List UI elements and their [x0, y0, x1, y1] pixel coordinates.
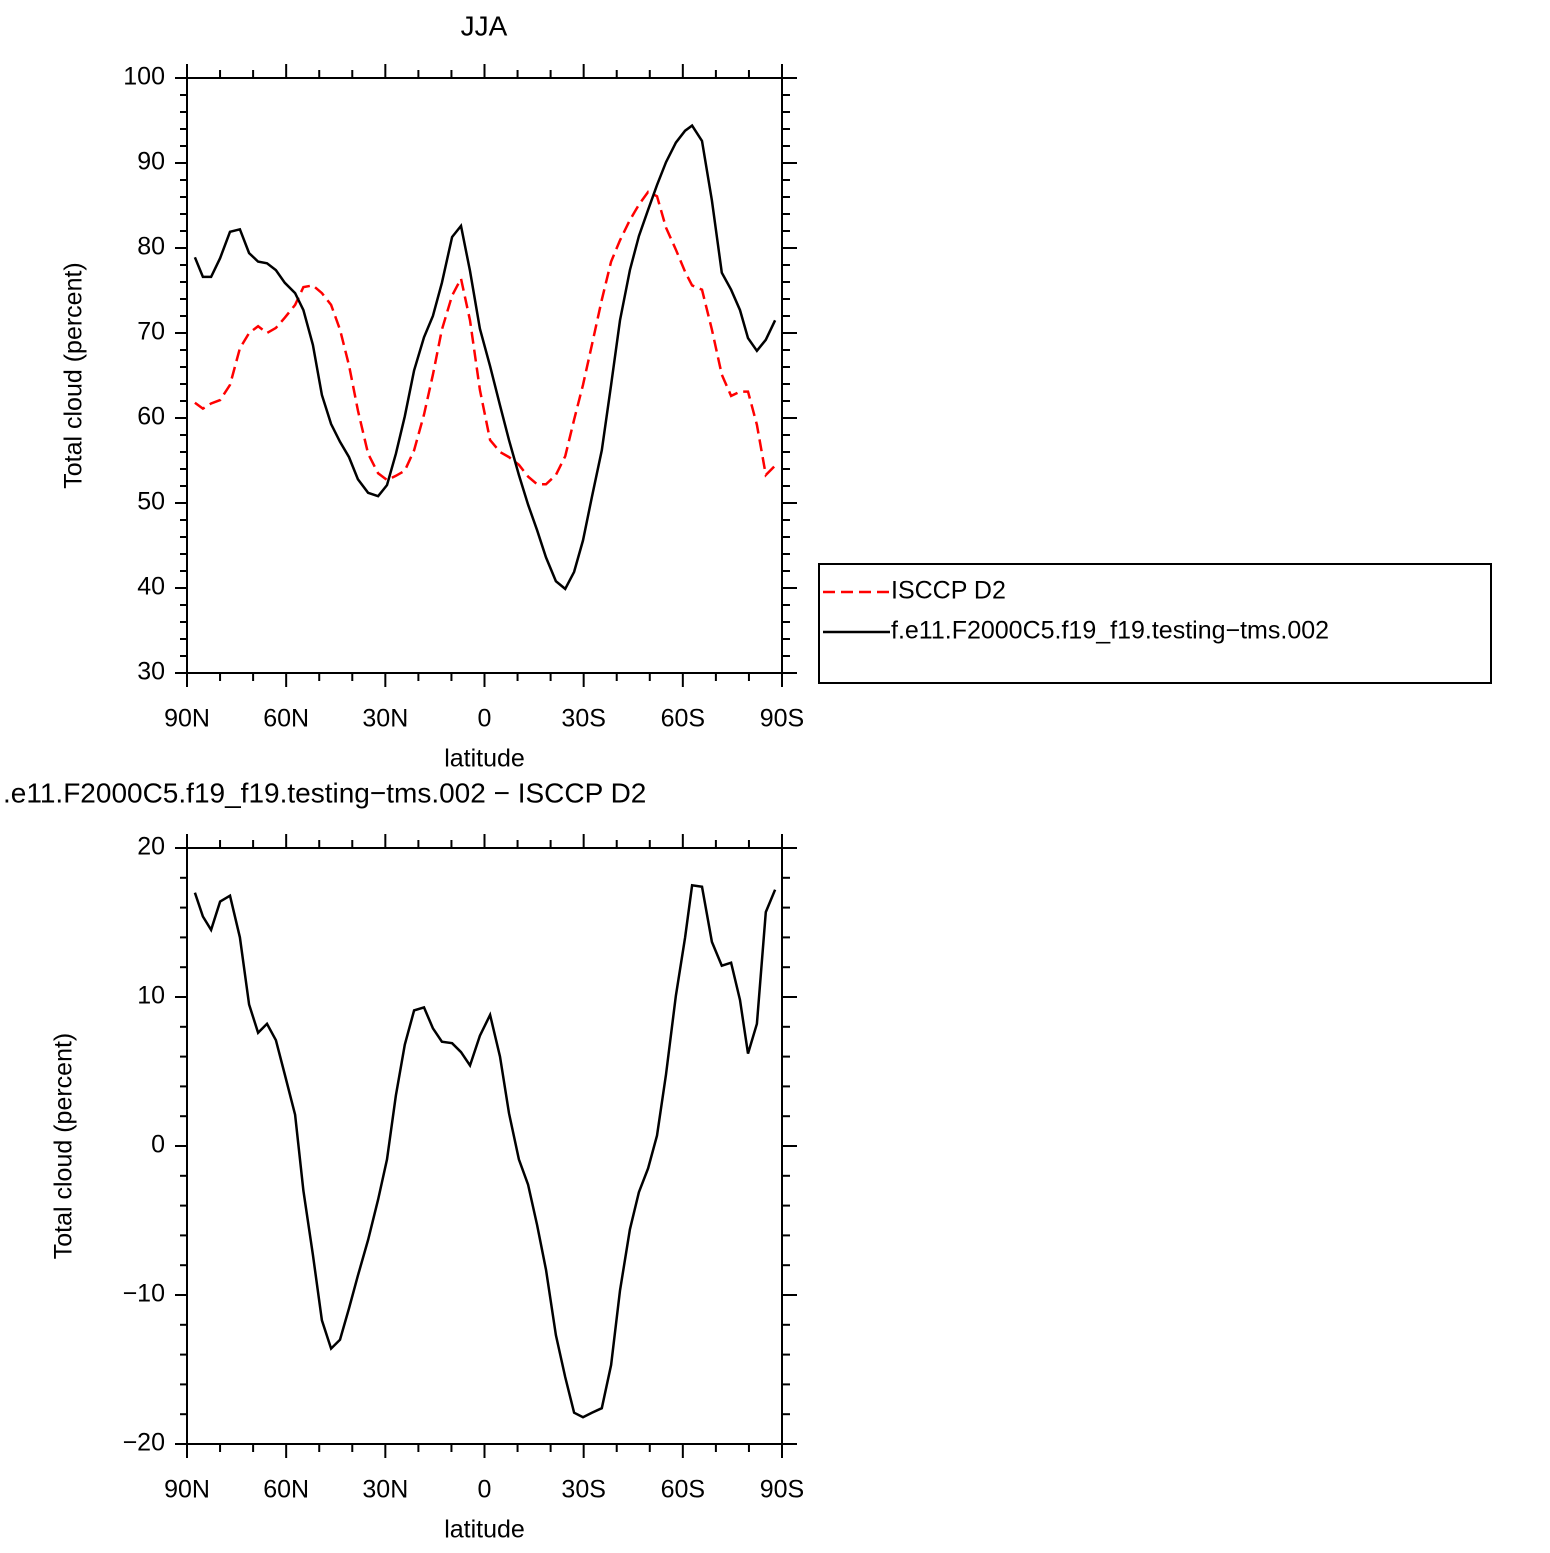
x-tick-label: 60N	[263, 705, 309, 733]
x-tick-label: 60N	[263, 1476, 309, 1504]
chart-title: JJA	[461, 10, 508, 41]
y-tick-label: −20	[123, 1429, 165, 1457]
legend-box	[818, 563, 1492, 684]
series-line	[193, 883, 777, 1419]
x-tick-label: 30N	[362, 705, 408, 733]
y-tick-label: 40	[137, 573, 165, 601]
y-tick-label: 70	[137, 318, 165, 346]
x-tick-label: 0	[478, 1476, 492, 1504]
x-tick-label: 90N	[164, 705, 210, 733]
y-tick-label: 50	[137, 488, 165, 516]
legend-label: ISCCP D2	[891, 577, 1006, 605]
x-tick-label: 30N	[362, 1476, 408, 1504]
legend-label: f.e11.F2000C5.f19_f19.testing−tms.002	[891, 617, 1329, 645]
y-tick-label: 60	[137, 403, 165, 431]
y-tick-label: 20	[137, 833, 165, 861]
y-tick-label: 100	[123, 63, 165, 91]
x-tick-label: 30S	[561, 705, 605, 733]
y-tick-label: 0	[151, 1131, 165, 1159]
x-tick-label: 0	[478, 705, 492, 733]
x-axis-label: latitude	[444, 1516, 525, 1544]
y-axis-label: Total cloud (percent)	[50, 1033, 78, 1260]
x-tick-label: 90S	[760, 705, 804, 733]
y-tick-label: 30	[137, 658, 165, 686]
series-line	[193, 123, 777, 591]
x-tick-label: 60S	[661, 1476, 705, 1504]
x-tick-label: 90S	[760, 1476, 804, 1504]
x-axis-label: latitude	[444, 745, 525, 773]
y-tick-label: 80	[137, 233, 165, 261]
series-line	[194, 190, 776, 486]
plot-frame	[186, 77, 783, 674]
x-tick-label: 30S	[561, 1476, 605, 1504]
y-axis-label: Total cloud (percent)	[60, 262, 88, 489]
chart-title: .e11.F2000C5.f19_f19.testing−tms.002 − I…	[3, 777, 646, 808]
y-tick-label: 90	[137, 148, 165, 176]
y-tick-label: 10	[137, 982, 165, 1010]
plot-frame	[186, 847, 783, 1445]
y-tick-label: −10	[123, 1280, 165, 1308]
x-tick-label: 60S	[661, 705, 705, 733]
x-tick-label: 90N	[164, 1476, 210, 1504]
